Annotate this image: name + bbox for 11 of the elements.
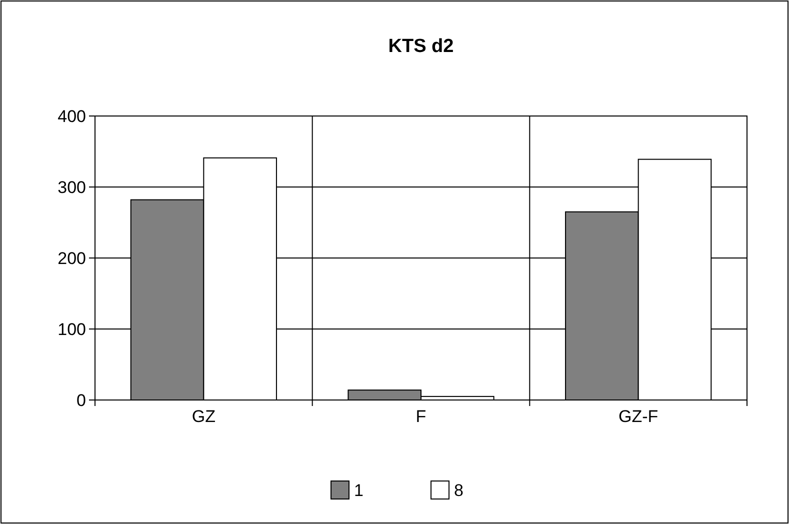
legend-label: 8 [454, 480, 464, 500]
x-tick-label: GZ-F [618, 407, 658, 426]
y-tick-label: 300 [58, 178, 86, 197]
y-tick-label: 0 [76, 390, 86, 410]
x-tick-label: F [416, 407, 426, 426]
y-tick-label: 100 [58, 320, 86, 339]
legend-label: 1 [354, 480, 364, 500]
x-tick-label: GZ [192, 407, 216, 426]
y-tick-label: 200 [58, 248, 86, 268]
chart-title: KTS d2 [388, 36, 454, 57]
y-tick-label: 400 [58, 106, 86, 126]
